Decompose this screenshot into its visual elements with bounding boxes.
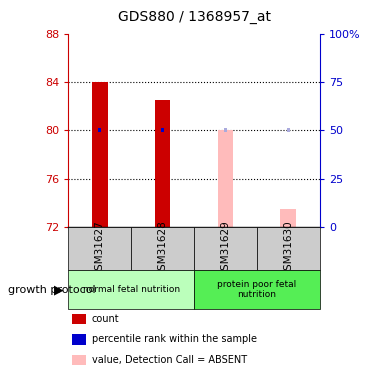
Bar [68, 227, 131, 270]
Bar [218, 130, 233, 227]
Bar [194, 227, 257, 270]
Bar [257, 227, 320, 270]
Text: GSM31627: GSM31627 [95, 220, 105, 277]
Bar [287, 128, 290, 132]
Bar [224, 128, 227, 132]
Text: value, Detection Call = ABSENT: value, Detection Call = ABSENT [92, 355, 247, 365]
Text: GSM31629: GSM31629 [220, 220, 230, 277]
Bar [131, 227, 194, 270]
Bar [194, 270, 320, 309]
Bar [98, 128, 101, 132]
Text: protein poor fetal
nutrition: protein poor fetal nutrition [217, 280, 296, 299]
Text: GDS880 / 1368957_at: GDS880 / 1368957_at [119, 10, 271, 24]
Bar [68, 270, 194, 309]
Bar [161, 128, 164, 132]
Text: GSM31630: GSM31630 [284, 220, 293, 277]
Text: percentile rank within the sample: percentile rank within the sample [92, 334, 257, 344]
Text: growth protocol: growth protocol [8, 285, 96, 295]
Text: normal fetal nutrition: normal fetal nutrition [83, 285, 180, 294]
Text: count: count [92, 314, 119, 324]
Bar [155, 100, 170, 227]
Text: GSM31628: GSM31628 [158, 220, 168, 277]
Text: ▶: ▶ [54, 283, 63, 296]
Bar [280, 209, 296, 227]
Bar [92, 82, 108, 227]
